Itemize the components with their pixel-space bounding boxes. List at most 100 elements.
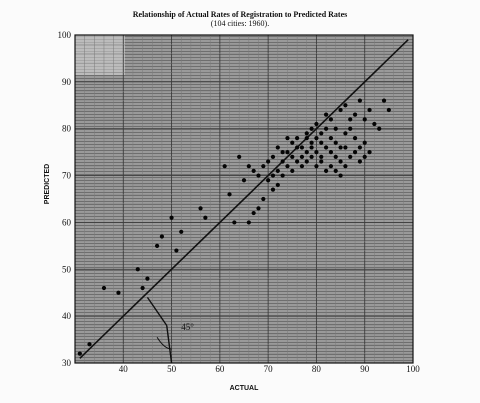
data-point <box>290 168 295 173</box>
data-point <box>299 154 305 159</box>
data-point <box>333 140 338 145</box>
data-point <box>299 145 305 150</box>
y-tick-label: 70 <box>62 171 72 181</box>
data-point <box>275 182 280 188</box>
data-point <box>251 168 256 173</box>
data-point <box>343 131 348 136</box>
data-point <box>295 159 300 164</box>
data-point <box>256 173 261 178</box>
data-point <box>285 135 290 141</box>
reference-line-y-equals-x <box>79 39 409 359</box>
data-point <box>290 140 295 145</box>
data-point <box>352 112 358 117</box>
data-point <box>348 117 353 122</box>
chart-subtitle: (104 cities: 1960). <box>210 19 270 28</box>
data-point <box>367 150 372 155</box>
data-points <box>77 98 391 356</box>
data-point <box>314 121 319 127</box>
data-point <box>362 154 367 159</box>
data-point <box>333 126 338 131</box>
data-point <box>227 192 232 197</box>
data-point <box>357 159 362 164</box>
data-point <box>275 145 280 150</box>
data-point <box>319 159 324 164</box>
data-point <box>309 140 314 145</box>
data-point <box>362 117 367 122</box>
x-tick-label: 70 <box>264 364 274 374</box>
data-point <box>261 164 266 169</box>
data-point <box>314 150 319 155</box>
data-point <box>319 154 324 159</box>
data-point <box>309 154 314 159</box>
data-point <box>323 126 329 131</box>
data-point <box>270 154 276 159</box>
data-point <box>159 234 165 239</box>
data-point <box>101 285 107 291</box>
data-point <box>280 150 285 155</box>
data-point <box>145 276 150 281</box>
data-point <box>304 150 309 155</box>
data-point <box>270 173 276 178</box>
data-point <box>309 145 314 150</box>
y-tick-label: 80 <box>62 124 72 134</box>
data-point <box>140 285 145 291</box>
data-point <box>386 107 391 113</box>
data-point <box>285 150 290 155</box>
y-tick-label: 30 <box>62 358 72 368</box>
data-point <box>362 140 367 145</box>
data-point <box>352 150 358 155</box>
x-tick-label: 60 <box>215 364 225 374</box>
x-axis-label: ACTUAL <box>230 385 259 392</box>
data-point <box>251 210 256 216</box>
x-tick-label: 100 <box>406 364 420 374</box>
data-point <box>372 121 377 127</box>
data-point <box>319 140 324 145</box>
data-point <box>323 145 329 150</box>
data-point <box>154 243 160 248</box>
data-point <box>299 164 305 169</box>
angle-annotation: 45° <box>146 297 194 364</box>
angle-arc <box>156 336 172 350</box>
x-tick-label: 90 <box>360 364 370 374</box>
data-point <box>87 342 92 347</box>
data-point <box>285 164 290 169</box>
data-point <box>237 154 242 159</box>
data-point <box>333 154 338 159</box>
angle-leg <box>146 297 168 326</box>
data-point <box>348 154 353 159</box>
data-point <box>135 267 140 272</box>
data-point <box>232 220 237 225</box>
vertical-gridlines <box>74 35 414 363</box>
data-point <box>304 131 309 136</box>
data-point <box>295 145 300 150</box>
angle-label: 45° <box>181 322 194 332</box>
chart-title: Relationship of Actual Rates of Registra… <box>132 10 348 19</box>
y-tick-label: 90 <box>62 77 72 87</box>
data-point <box>352 135 358 141</box>
data-point <box>246 164 251 169</box>
data-point <box>280 173 285 178</box>
y-tick-label: 40 <box>62 311 72 321</box>
data-point <box>328 150 334 155</box>
data-point <box>328 164 334 169</box>
data-point <box>116 290 121 295</box>
y-axis-label: PREDICTED <box>44 164 51 204</box>
data-point <box>338 159 343 164</box>
data-point <box>290 154 295 159</box>
data-point <box>323 112 329 117</box>
data-point <box>343 103 348 108</box>
data-point <box>295 135 300 141</box>
data-point <box>343 164 348 169</box>
data-point <box>314 164 319 169</box>
data-point <box>266 159 271 164</box>
data-point <box>304 159 309 164</box>
data-point <box>333 168 338 173</box>
angle-leg <box>166 325 173 364</box>
data-point <box>179 229 184 234</box>
data-point <box>328 135 334 141</box>
x-axis-ticks: 40 50 60 70 80 90 100 <box>119 364 420 374</box>
x-tick-label: 50 <box>167 364 177 374</box>
y-tick-label: 100 <box>58 30 72 40</box>
data-point <box>381 98 387 103</box>
